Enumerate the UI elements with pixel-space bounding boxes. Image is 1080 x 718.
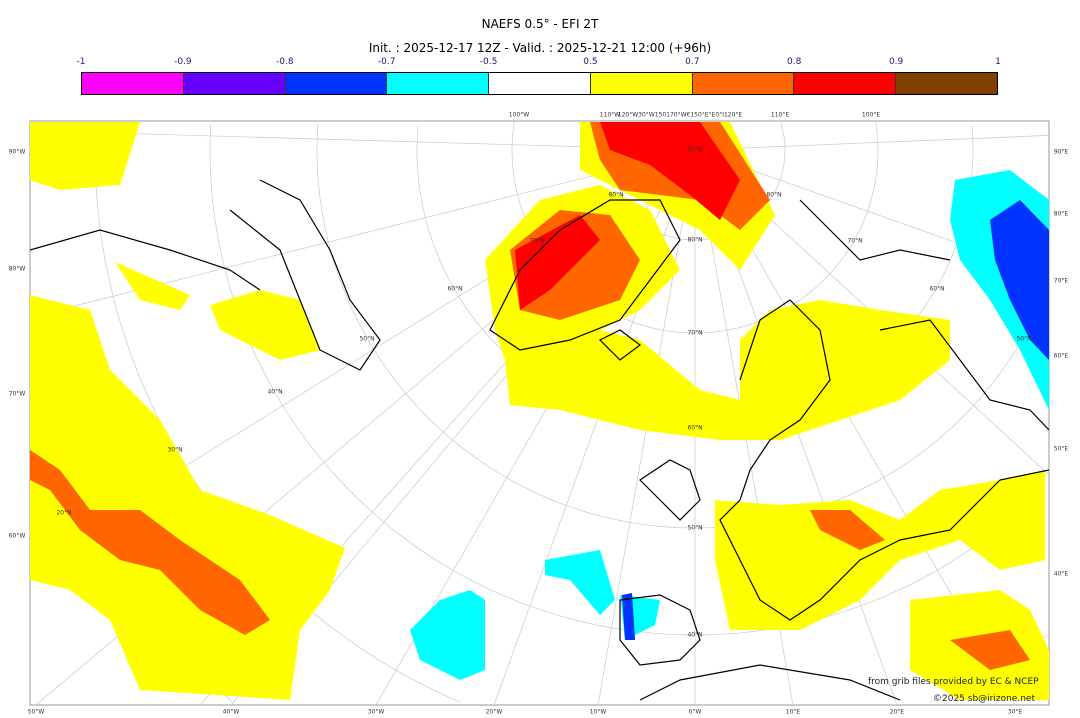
bottom-axis-label: 10°E — [785, 708, 801, 716]
latitude-label: 40°N — [267, 388, 283, 396]
top-axis-label: 110°E — [770, 111, 790, 119]
latitude-label: 30°N — [167, 446, 183, 454]
top-axis-label: 110°W — [599, 111, 621, 119]
left-axis-label: 70°W — [8, 390, 26, 398]
latitude-label: 60°N — [929, 285, 945, 293]
efi-cyan-area — [545, 550, 615, 615]
bottom-axis-label: 40°W — [222, 708, 240, 716]
right-axis-label: 70°E — [1053, 277, 1069, 285]
latitude-label: 70°N — [847, 237, 863, 245]
latitude-label: 50°N — [359, 335, 375, 343]
efi-yellow-area — [30, 122, 140, 190]
efi-orange-area — [950, 630, 1030, 670]
coastlines — [30, 179, 1049, 701]
colorbar-tick: -1 — [76, 57, 86, 67]
colorbar-segment — [82, 73, 184, 94]
latitude-label: 70°N — [687, 329, 703, 337]
colorbar-segment — [692, 73, 795, 94]
colorbar-segment — [183, 73, 286, 94]
colorbar-segment — [590, 73, 693, 94]
latitude-label: 80°N — [766, 191, 782, 199]
bottom-axis-label: 0°W — [688, 708, 702, 716]
latitude-label: 80°N — [687, 236, 703, 244]
efi-red-area — [600, 122, 740, 220]
efi-orange-area — [30, 450, 270, 635]
bottom-axis-label: 30°E — [1007, 708, 1023, 716]
top-axis-label: 100°W — [508, 111, 530, 119]
source-credit: from grib files provided by EC & NCEP — [868, 677, 1039, 687]
bottom-axis-label: 30°W — [367, 708, 385, 716]
colorbar-tick: -0.9 — [174, 57, 192, 67]
left-axis-label: 60°W — [8, 532, 26, 540]
latitude-line — [316, 123, 1049, 529]
meridian-line — [694, 135, 1049, 151]
bottom-axis-label: 10°W — [589, 708, 607, 716]
bottom-axis-label: 20°E — [889, 708, 905, 716]
chart-title: NAEFS 0.5° - EFI 2T — [481, 17, 599, 31]
colorbar-tick: 0.9 — [888, 57, 904, 67]
colorbar-tick: 0.5 — [583, 57, 598, 67]
colorbar-segment — [896, 73, 998, 94]
efi-blue-area — [990, 200, 1049, 360]
efi-red-area — [515, 215, 600, 310]
left-axis-label: 80°W — [8, 265, 26, 273]
latitude-label: 80°N — [608, 191, 624, 199]
efi-yellow-area — [210, 290, 320, 360]
efi-yellow-area — [30, 295, 345, 700]
colorbar — [81, 72, 998, 95]
colorbar-tick: 0.7 — [685, 57, 700, 67]
top-axis-label: 120°W30°W150170°W€150°E°E0°I120°E — [617, 111, 743, 119]
right-axis-label: 90°E — [1053, 148, 1069, 156]
colorbar-segment — [285, 73, 388, 94]
latitude-label: 70°N — [529, 237, 545, 245]
latitude-label: 50°N — [1016, 335, 1032, 343]
latitude-label: 60°N — [687, 424, 703, 432]
efi-blue-area — [622, 593, 635, 640]
colorbar-tick: -0.5 — [479, 57, 498, 67]
copyright: ©2025 sb@irizone.net — [933, 694, 1035, 704]
efi-cyan-area — [410, 590, 485, 680]
right-axis-label: 60°E — [1053, 352, 1069, 360]
efi-orange-area — [810, 510, 885, 550]
latitude-label: 60°N — [447, 285, 463, 293]
colorbar-tick: -0.8 — [275, 57, 294, 67]
colorbar-tick: -0.7 — [377, 57, 396, 67]
latitude-label: 50°N — [687, 524, 703, 532]
bottom-axis-label: 20°W — [485, 708, 503, 716]
colorbar-segment — [387, 73, 490, 94]
colorbar-segment — [489, 73, 591, 94]
colorbar-tick: 0.8 — [787, 57, 802, 67]
efi-field — [30, 122, 1049, 700]
latitude-label: 90°N — [687, 146, 703, 154]
chart-subtitle: Init. : 2025-12-17 12Z - Valid. : 2025-1… — [368, 41, 712, 55]
latitude-label: 20°N — [56, 509, 72, 517]
right-axis-label: 50°E — [1053, 445, 1069, 453]
top-axis-label: 100°E — [861, 111, 881, 119]
bottom-axis-label: 50°W — [27, 708, 45, 716]
colorbar-segment — [794, 73, 897, 94]
efi-yellow-area — [115, 262, 190, 310]
right-axis-label: 40°E — [1053, 570, 1069, 578]
colorbar-tick: 1 — [995, 57, 1001, 67]
left-axis-label: 90°W — [8, 148, 26, 156]
right-axis-label: 80°E — [1053, 210, 1069, 218]
latitude-label: 40°N — [687, 631, 703, 639]
